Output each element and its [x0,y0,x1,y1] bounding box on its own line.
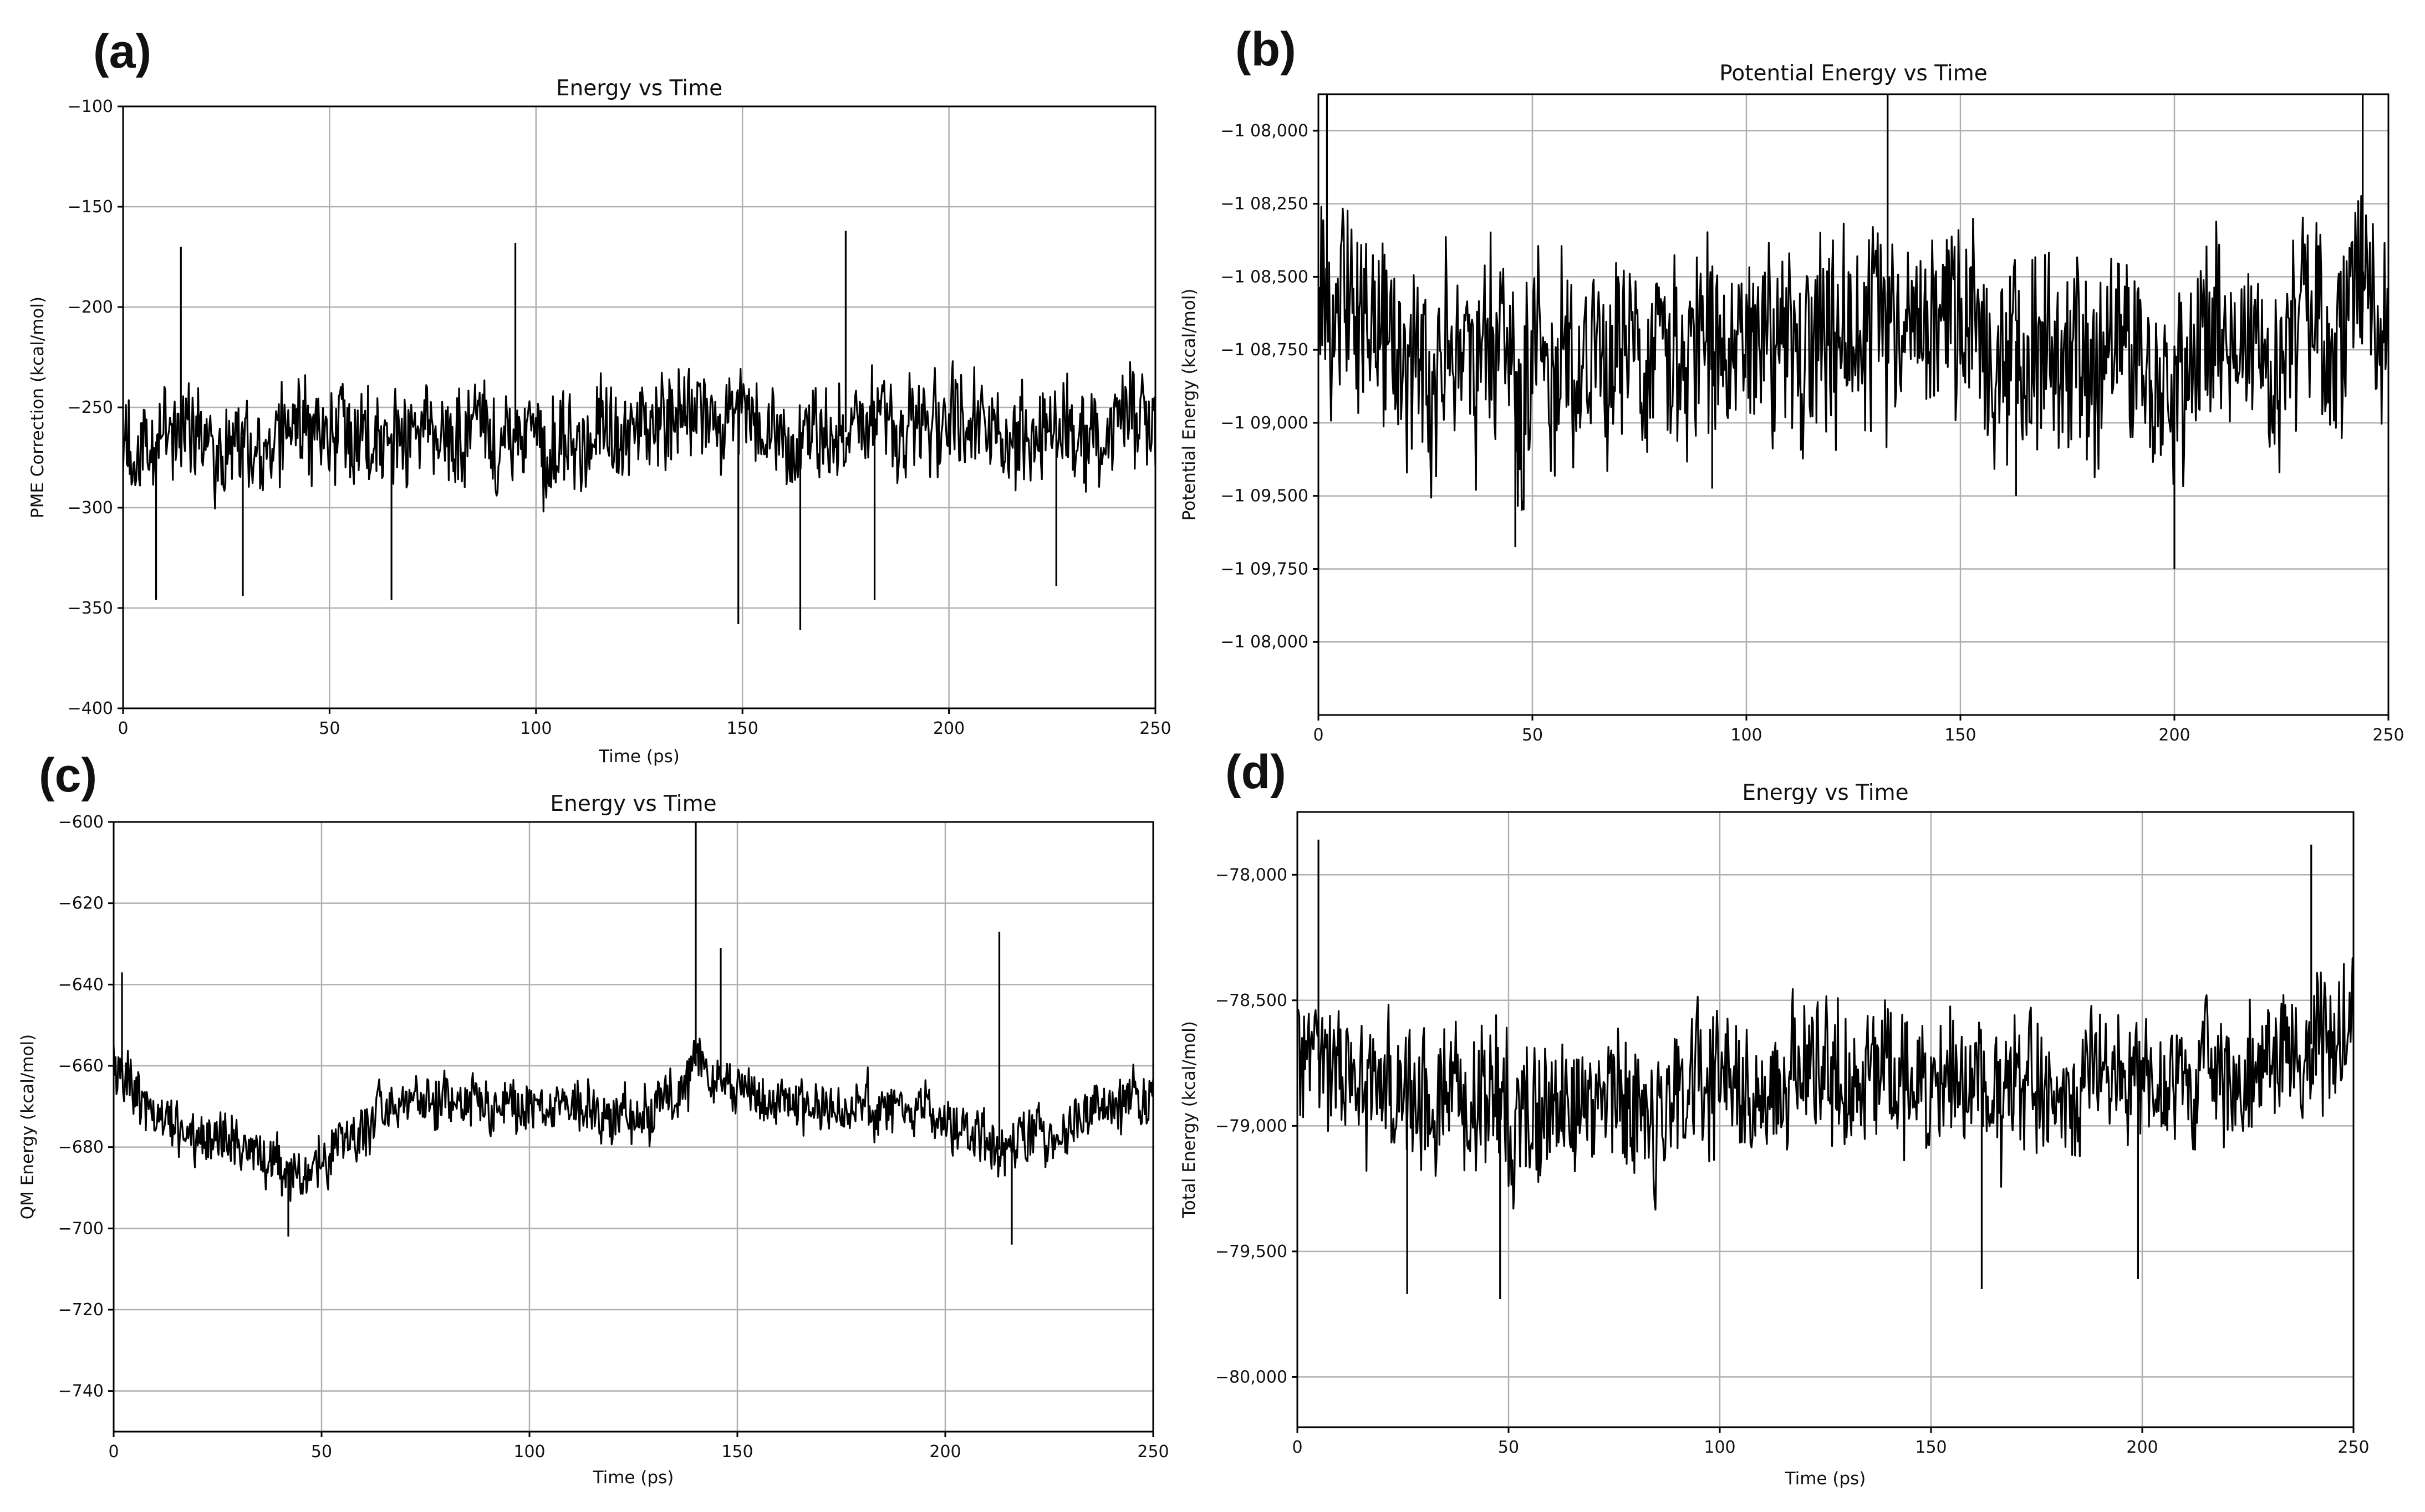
x-tick-label: 150 [721,1442,753,1462]
x-axis-label: Time (ps) [598,747,680,767]
plot-frame [1296,811,2355,1428]
y-tick-label: −1 08,500 [1220,267,1308,287]
x-tick-label: 250 [1137,1442,1169,1462]
y-axis-label: QM Energy (kcal/mol) [18,1034,38,1219]
panel-letter: (b) [1235,23,1296,76]
x-axis-label: Time (ps) [1785,1469,1866,1489]
x-tick-label: 150 [1915,1438,1947,1457]
chart-title: Potential Energy vs Time [1719,61,1987,86]
y-tick-label: −660 [58,1056,104,1076]
y-tick-label: −1 09,500 [1220,487,1308,506]
panel-letter: (d) [1225,745,1286,799]
panel-a: (a) Energy vs Time 0 50 100 150 200 250 −100 −150… [28,25,1171,767]
x-axis-label: Time (ps) [593,1468,674,1488]
x-tick-label: 200 [2158,726,2190,745]
y-tick-label: −1 08,750 [1220,340,1308,360]
y-tick-label: −620 [58,894,104,913]
y-axis-label: Total Energy (kcal/mol) [1179,1021,1199,1219]
chart-title: Energy vs Time [556,76,722,101]
series-line [123,360,1155,513]
x-tick-label: 200 [929,1442,961,1462]
plot-frame [1317,93,2390,716]
series-line [1318,195,2388,511]
y-tick-label: −150 [68,197,113,217]
y-tick-label: −79,500 [1215,1242,1287,1261]
y-tick-label: −200 [68,298,113,317]
panel-c: (c) Energy vs Time 0 50 100 150 200 250 −600 −620… [18,749,1169,1488]
y-tick-label: −680 [58,1138,104,1157]
x-tick-label: 200 [2126,1438,2158,1457]
series-line [114,1038,1153,1202]
y-tick-label: −78,000 [1215,865,1287,885]
y-tick-label: −740 [58,1382,104,1401]
y-tick-label: −350 [68,599,113,618]
x-tick-label: 150 [727,719,758,738]
chart-title: Energy vs Time [1742,780,1908,805]
y-axis-label: PME Correction (kcal/mol) [28,297,48,518]
series-line [1297,957,2353,1211]
y-axis-label: Potential Energy (kcal/mol) [1179,288,1199,520]
x-tick-label: 150 [1944,726,1976,745]
y-tick-label: −1 08,000 [1220,121,1308,141]
y-tick-label: −78,500 [1215,991,1287,1010]
y-tick-label: −720 [58,1300,104,1320]
y-tick-label: −640 [58,975,104,994]
x-tick-label: 250 [2337,1438,2369,1457]
y-tick-label: −250 [68,398,113,417]
x-tick-label: 250 [1139,719,1171,738]
x-tick-label: 50 [311,1442,332,1462]
x-tick-label: 0 [1313,726,1323,745]
y-tick-label: −300 [68,498,113,518]
y-tick-label: −400 [68,699,113,718]
y-tick-label: −79,000 [1215,1116,1287,1136]
x-tick-label: 0 [1292,1438,1302,1457]
x-tick-label: 50 [1498,1438,1519,1457]
chart-title: Energy vs Time [550,791,716,816]
panel-letter: (c) [39,749,97,802]
x-tick-label: 50 [1522,726,1543,745]
panel-letter: (a) [93,25,151,78]
x-tick-label: 0 [108,1442,119,1462]
y-tick-label: −1 09,000 [1220,413,1308,433]
x-tick-label: 250 [2372,726,2404,745]
y-tick-label: −600 [58,813,104,832]
y-tick-label: −700 [58,1219,104,1238]
panel-b: (b) Potential Energy vs Time 0 50 100 150 200 2… [1179,23,2404,745]
x-tick-label: 100 [1730,726,1762,745]
y-tick-label: −1 09,750 [1220,559,1308,579]
y-tick-label: −100 [68,97,113,116]
x-tick-label: 0 [118,719,128,738]
y-tick-label: −80,000 [1215,1367,1287,1387]
x-tick-label: 100 [513,1442,545,1462]
y-tick-label: −1 08,250 [1220,195,1308,214]
x-tick-label: 100 [520,719,552,738]
x-tick-label: 50 [319,719,340,738]
x-tick-label: 100 [1704,1438,1735,1457]
y-tick-label: −1 08,000 [1220,632,1308,652]
panel-d: (d) Energy vs Time 0 50 100 150 200 250 −78,000 −… [1179,745,2370,1489]
plot-frame [113,821,1154,1433]
x-tick-label: 200 [933,719,965,738]
